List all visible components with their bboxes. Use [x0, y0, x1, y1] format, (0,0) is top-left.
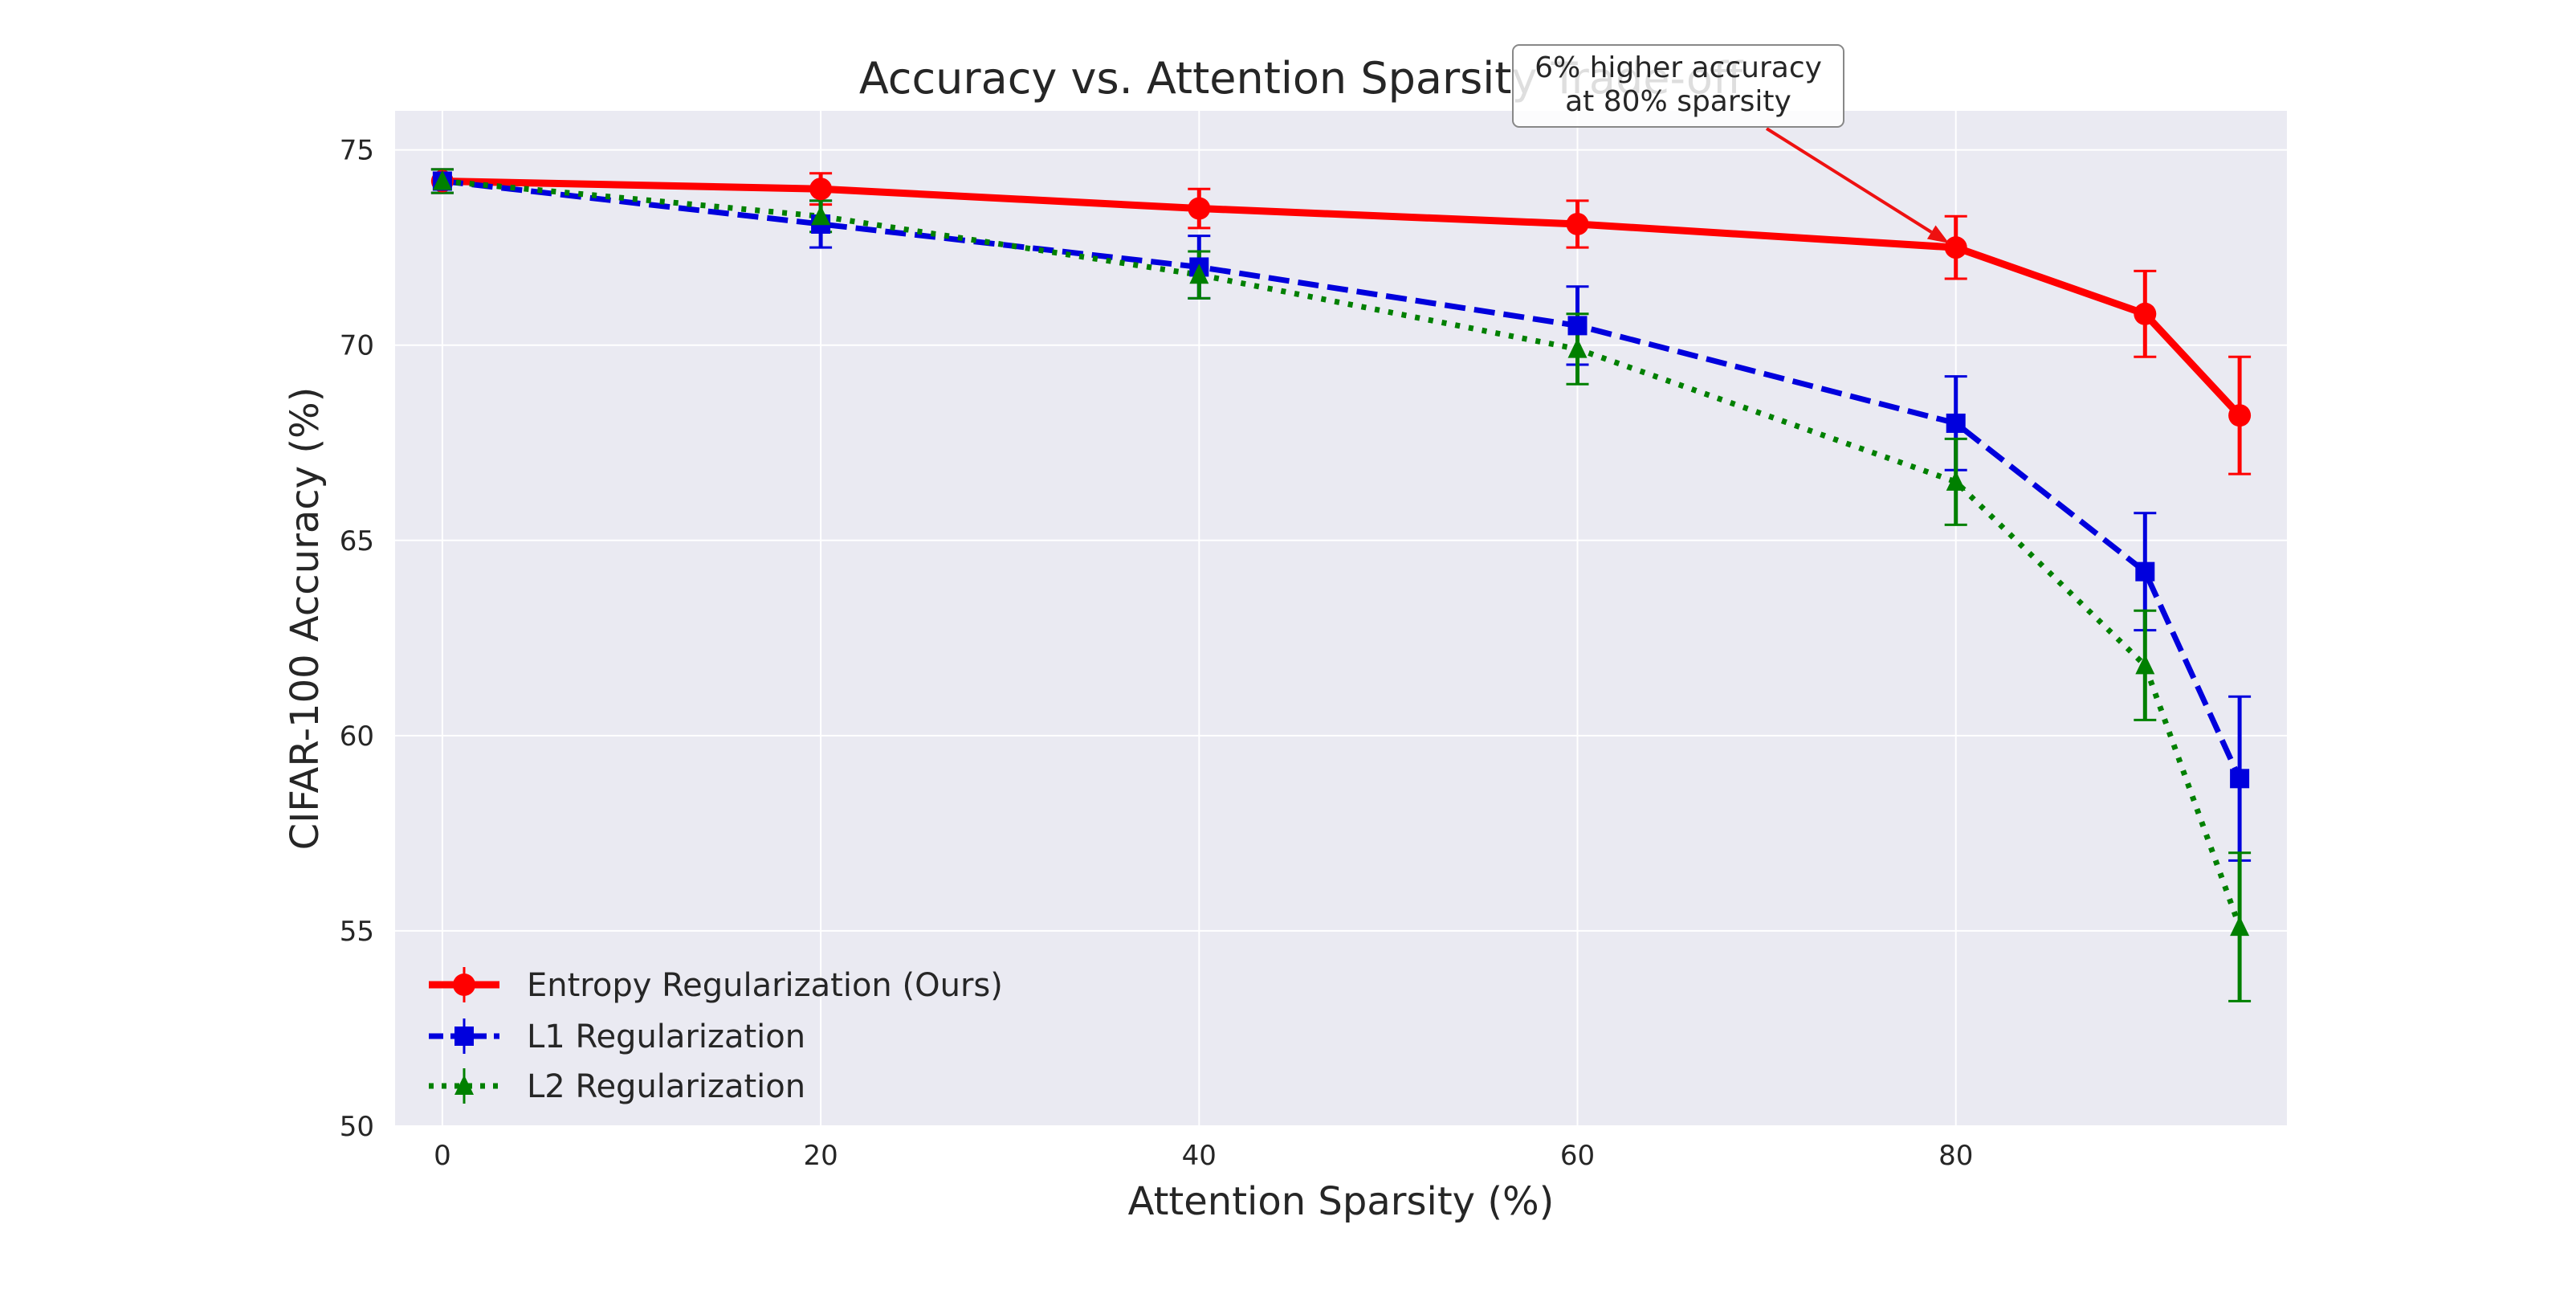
- entropy-data-point: [1188, 197, 1211, 220]
- l2-data-point: [2135, 654, 2155, 675]
- y-tick-label: 50: [340, 1111, 374, 1143]
- legend-label-l1: L1 Regularization: [527, 1018, 805, 1055]
- entropy-data-point: [1566, 212, 1589, 235]
- annotation: 6% higher accuracy at 80% sparsity: [1512, 44, 1950, 243]
- y-tick-label: 55: [340, 916, 374, 948]
- x-tick-label: 40: [1182, 1140, 1217, 1172]
- x-tick-label: 60: [1560, 1140, 1595, 1172]
- legend: Entropy Regularization (Ours) L1 Regulari…: [429, 967, 1003, 1105]
- x-tick-label: 0: [434, 1140, 451, 1172]
- annotation-arrow-head: [1926, 225, 1950, 243]
- x-tick-label: 20: [803, 1140, 838, 1172]
- l1-data-point: [2230, 769, 2250, 789]
- l2-data-point: [2230, 916, 2250, 937]
- x-tick-label: 80: [1938, 1140, 1973, 1172]
- annotation-box: [1512, 44, 1844, 128]
- l1-data-point: [1946, 413, 1966, 433]
- entropy-data-point: [2134, 302, 2157, 325]
- x-axis-label: Attention Sparsity (%): [1128, 1179, 1555, 1224]
- series-markers: [430, 169, 2252, 937]
- x-tick-labels: 0 20 40 60 80: [434, 1140, 1973, 1172]
- y-axis-label: CIFAR-100 Accuracy (%): [283, 387, 328, 851]
- annotation-arrow: [1765, 127, 1933, 234]
- y-tick-label: 75: [340, 135, 374, 167]
- legend-marker-entropy: [453, 974, 475, 996]
- annotation-line-2: at 80% sparsity: [1565, 85, 1791, 118]
- l1-data-point: [1567, 316, 1588, 336]
- y-tick-label: 60: [340, 720, 374, 753]
- l1-data-point: [2135, 561, 2155, 582]
- y-tick-label: 70: [340, 330, 374, 362]
- y-tick-labels: 50 55 60 65 70 75: [340, 135, 374, 1143]
- legend-label-l2: L2 Regularization: [527, 1068, 805, 1105]
- annotation-line-1: 6% higher accuracy: [1535, 51, 1822, 84]
- l2-data-point: [432, 169, 452, 190]
- legend-marker-l2: [454, 1075, 474, 1096]
- l2-data-point: [811, 205, 831, 226]
- plot-background: [395, 111, 2287, 1126]
- entropy-data-point: [1944, 236, 1967, 259]
- l2-data-point: [1189, 263, 1209, 284]
- l2-data-point: [1946, 471, 1966, 491]
- legend-marker-l1: [454, 1027, 474, 1046]
- l2-data-point: [1567, 337, 1588, 358]
- entropy-data-point: [809, 178, 833, 201]
- y-tick-label: 65: [340, 525, 374, 557]
- legend-label-entropy: Entropy Regularization (Ours): [527, 967, 1003, 1004]
- entropy-data-point: [2228, 404, 2252, 427]
